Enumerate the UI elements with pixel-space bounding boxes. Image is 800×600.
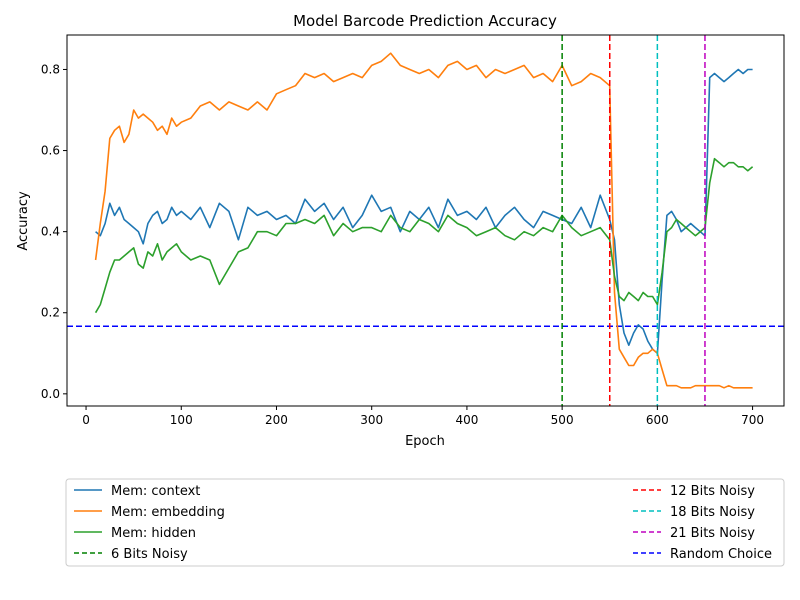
legend-box <box>65 478 785 567</box>
y-tick-label: 0.0 <box>41 387 60 401</box>
chart-title: Model Barcode Prediction Accuracy <box>293 12 557 30</box>
legend-label: Mem: hidden <box>111 526 196 541</box>
series-line-1 <box>94 52 753 389</box>
series-line-2 <box>94 157 754 314</box>
x-tick-label: 200 <box>265 413 288 427</box>
legend-label: Mem: context <box>111 484 200 499</box>
x-tick-label: 300 <box>360 413 383 427</box>
x-tick-label: 100 <box>170 413 193 427</box>
x-axis-label: Epoch <box>405 434 445 449</box>
y-tick-label: 0.4 <box>41 225 60 239</box>
legend-label: Random Choice <box>670 547 772 562</box>
plot-area <box>67 35 784 406</box>
y-axis-label: Accuracy <box>16 191 31 251</box>
x-tick-label: 600 <box>646 413 669 427</box>
x-tick-label: 0 <box>82 413 90 427</box>
x-tick-label: 400 <box>455 413 478 427</box>
legend-label: Mem: embedding <box>111 505 225 520</box>
y-tick-label: 0.6 <box>41 144 60 158</box>
y-tick-label: 0.2 <box>41 306 60 320</box>
legend: Mem: context Mem: embedding Mem: hidden 6 B… <box>65 478 785 567</box>
legend-label: 12 Bits Noisy <box>670 484 755 499</box>
legend-label: 18 Bits Noisy <box>670 505 755 520</box>
x-tick-label: 700 <box>741 413 764 427</box>
axes-ticks: 0 100 200 300 400 500 600 700 0.0 0.2 0.4 0.6 0.8 <box>41 62 764 427</box>
plot-frame <box>66 34 785 407</box>
legend-label: 6 Bits Noisy <box>111 547 188 562</box>
x-tick-label: 500 <box>551 413 574 427</box>
series-line-0 <box>95 68 753 355</box>
y-tick-label: 0.8 <box>41 62 60 76</box>
legend-label: 21 Bits Noisy <box>670 526 755 541</box>
